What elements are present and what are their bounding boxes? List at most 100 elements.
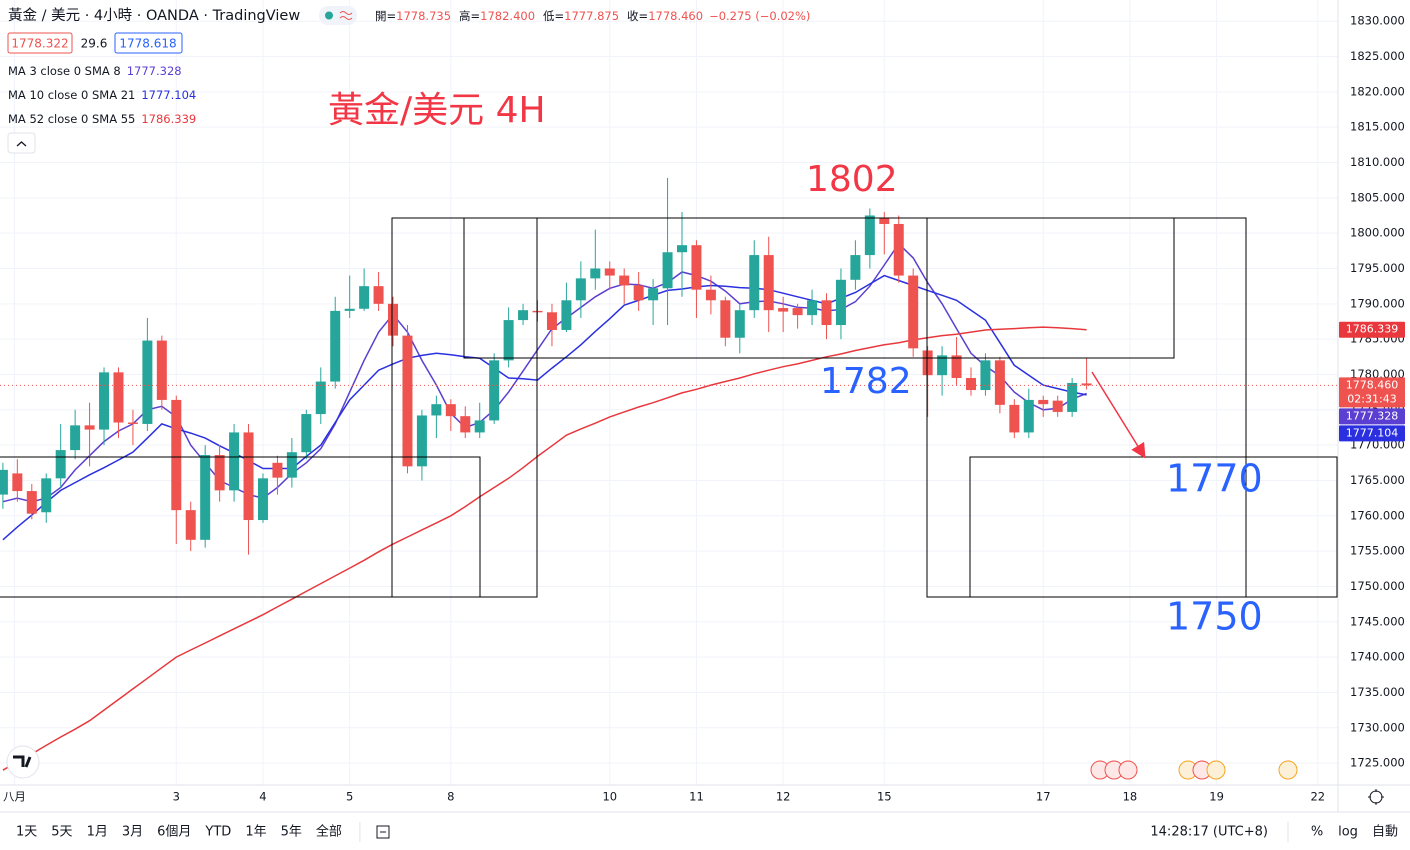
candle-body [402, 335, 413, 467]
candle-body [648, 288, 659, 301]
annotation: 1770 [1166, 457, 1263, 501]
y-tick-label: 1820.000 [1350, 84, 1405, 98]
range-button[interactable]: 3月 [122, 825, 143, 840]
range-button[interactable]: 1月 [87, 825, 108, 840]
candle-body [84, 425, 95, 430]
candle-body [922, 350, 933, 376]
candle-body [1081, 383, 1092, 386]
ohlc-value: 1778.460 [648, 9, 703, 23]
clock: 14:28:17 (UTC+8) [1150, 825, 1268, 840]
candle-body [229, 432, 240, 491]
candle-body [171, 399, 182, 511]
spread: 29.6 [81, 37, 108, 51]
price-label: 1778.460 [1346, 378, 1399, 391]
range-button[interactable]: YTD [204, 825, 231, 840]
candle-body [792, 308, 803, 316]
candle-body [937, 355, 948, 376]
collapse-button[interactable] [7, 132, 36, 154]
y-tick-label: 1825.000 [1350, 49, 1405, 63]
price-label: 1786.339 [1346, 323, 1399, 336]
logo-mark [13, 755, 32, 768]
candle-body [864, 215, 875, 256]
date-range-icon[interactable] [376, 825, 390, 839]
candle-body [720, 300, 731, 338]
box [926, 217, 1247, 598]
candle-body [532, 310, 543, 313]
legend-value: 1777.104 [141, 88, 196, 102]
candle-body [807, 300, 818, 316]
y-tick-label: 1730.000 [1350, 720, 1405, 734]
annotation: 1782 [820, 361, 912, 402]
compare-toggle[interactable] [319, 6, 357, 25]
ohlc-value: 1782.400 [480, 9, 535, 23]
ohlc-value: 1778.735 [396, 9, 451, 23]
log-button[interactable]: log [1338, 825, 1358, 840]
legend-entry: MA 52 close 0 SMA 55 1786.339 [8, 112, 196, 126]
candle-body [835, 279, 846, 326]
y-tick-label: 1790.000 [1350, 296, 1405, 310]
candle-body [243, 432, 254, 521]
range-button[interactable]: 1天 [16, 825, 37, 840]
candle-body [994, 360, 1005, 405]
candle-body [315, 381, 326, 415]
candle-body [604, 268, 615, 276]
candle-body [705, 289, 716, 301]
candle-body [200, 455, 211, 540]
x-tick-label: 10 [602, 790, 617, 804]
x-tick-label: 17 [1036, 790, 1051, 804]
y-tick-label: 1815.000 [1350, 120, 1405, 134]
range-button[interactable]: 全部 [316, 824, 342, 840]
candle-body [359, 286, 370, 309]
candle-body [0, 469, 8, 495]
x-tick-label: 3 [173, 790, 180, 804]
y-tick-label: 1745.000 [1350, 614, 1405, 628]
candle-body [416, 415, 427, 467]
ohlc: 開=1778.735 高=1782.400 低=1777.875 收=1778.460… [375, 9, 810, 23]
candle-body [691, 245, 702, 290]
candle-body [1067, 382, 1078, 412]
legend-entry: MA 3 close 0 SMA 8 1777.328 [8, 64, 182, 78]
ohlc-change: −0.275 (−0.02%) [709, 9, 810, 23]
x-tick-label: 22 [1310, 790, 1325, 804]
candle-body [908, 275, 919, 349]
candle-body [330, 310, 341, 382]
ma-line [2, 326, 1087, 771]
drawings [0, 217, 1338, 598]
price-label-box [1339, 377, 1405, 408]
settings-icon[interactable] [1368, 789, 1384, 805]
legend-entry: MA 10 close 0 SMA 21 1777.104 [8, 88, 196, 102]
arrow [1091, 371, 1146, 459]
candle-body [373, 286, 384, 304]
x-tick-label: 5 [346, 790, 353, 804]
legend-name: MA 52 close 0 SMA 55 [8, 112, 135, 126]
ma-line [2, 274, 1087, 541]
candle-body [763, 255, 774, 311]
candle-body [156, 340, 167, 400]
candle-body [474, 420, 485, 433]
y-tick-label: 1750.000 [1350, 579, 1405, 593]
range-button[interactable]: 5天 [51, 825, 72, 840]
candle-body [113, 372, 124, 423]
candle-body [980, 360, 991, 391]
range-button[interactable]: 5年 [281, 825, 302, 840]
y-tick-label: 1735.000 [1350, 685, 1405, 699]
candle-body [1009, 404, 1020, 433]
x-axis: 八月 3 4 5 8 10 11 12 15 17 18 19 22 [3, 790, 1325, 804]
legend-value: 1786.339 [141, 112, 196, 126]
candle-body [965, 378, 976, 391]
range-button[interactable]: 1年 [245, 825, 266, 840]
candle-body [893, 223, 904, 276]
y-tick-label: 1755.000 [1350, 544, 1405, 558]
candle-body [344, 308, 355, 311]
y-tick-label: 1800.000 [1350, 226, 1405, 240]
grid [0, 0, 1338, 785]
bid-box[interactable] [7, 32, 73, 54]
auto-button[interactable]: 自動 [1372, 825, 1398, 840]
candle-body [590, 268, 601, 279]
ask-box[interactable] [114, 32, 183, 54]
range-button[interactable]: 6個月 [157, 825, 191, 840]
price-label-box [1339, 408, 1405, 425]
percent-button[interactable]: % [1311, 825, 1323, 840]
